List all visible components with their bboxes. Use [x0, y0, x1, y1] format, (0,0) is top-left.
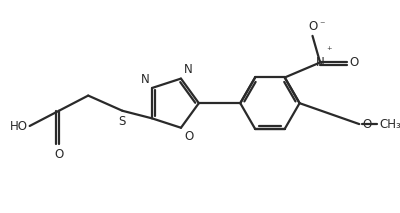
- Text: O: O: [350, 56, 359, 69]
- Text: N: N: [141, 73, 150, 86]
- Text: O: O: [54, 148, 64, 161]
- Text: O: O: [308, 20, 317, 33]
- Text: N: N: [316, 56, 324, 69]
- Text: S: S: [119, 115, 126, 128]
- Text: CH₃: CH₃: [379, 118, 400, 131]
- Text: O: O: [362, 118, 372, 131]
- Text: HO: HO: [10, 120, 28, 133]
- Text: ⁺: ⁺: [326, 46, 332, 56]
- Text: O: O: [184, 130, 193, 143]
- Text: N: N: [184, 63, 192, 76]
- Text: ⁻: ⁻: [319, 20, 325, 30]
